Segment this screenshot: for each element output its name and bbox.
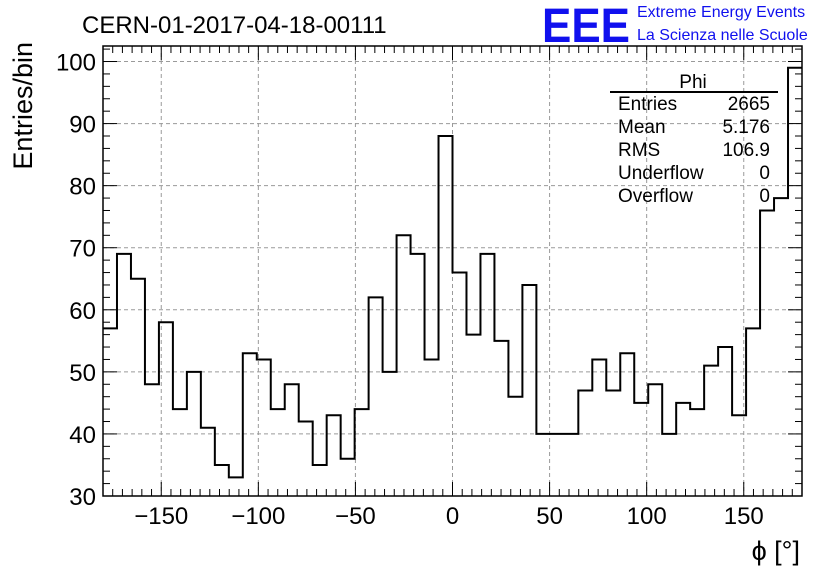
eee-logo: EEE Extreme Energy Events La Scienza nel…: [542, 0, 808, 53]
stats-row-label: Entries: [618, 94, 677, 115]
y-tick-label: 90: [69, 112, 96, 139]
x-axis-label: ϕ [°]: [752, 536, 800, 566]
stats-row-label: RMS: [618, 140, 660, 161]
histogram-step-line: [103, 66, 802, 479]
x-tick-labels: −150 −100 −50 0 50 100 150: [134, 503, 764, 530]
x-tick-label: 150: [724, 503, 764, 530]
stats-row-label: Overflow: [618, 186, 693, 207]
y-tick-label: 100: [56, 50, 96, 77]
x-tick-label: 0: [446, 503, 459, 530]
x-tick-label: 100: [627, 503, 667, 530]
stats-rows: Entries 2665 Mean 5.176 RMS 106.9 Underflow 0 Ov…: [618, 94, 770, 207]
stats-row-value: 106.9: [722, 140, 770, 161]
axis-ticks: [103, 46, 802, 496]
y-tick-labels: 30 40 50 60 70 80 90 100: [56, 50, 96, 511]
x-tick-label: 50: [536, 503, 563, 530]
stats-row-value: 0: [759, 163, 770, 184]
y-tick-label: 70: [69, 236, 96, 263]
eee-logo-text: EEE: [542, 0, 630, 53]
y-tick-label: 60: [69, 298, 96, 325]
x-tick-label: −150: [134, 503, 188, 530]
stats-box: Phi Entries 2665 Mean 5.176 RMS 106.9 Underflo…: [610, 72, 778, 207]
y-tick-label: 50: [69, 360, 96, 387]
y-tick-label: 80: [69, 174, 96, 201]
stats-row-value: 2665: [728, 94, 770, 115]
y-axis-label: Entries/bin: [8, 42, 38, 170]
stats-row-label: Mean: [618, 117, 666, 138]
y-tick-label: 30: [69, 484, 96, 511]
chart-title: CERN-01-2017-04-18-00111: [82, 12, 387, 39]
stats-row-label: Underflow: [618, 163, 704, 184]
x-tick-label: −100: [231, 503, 285, 530]
stats-row-value: 5.176: [722, 117, 770, 138]
y-tick-label: 40: [69, 422, 96, 449]
stats-row-value: 0: [759, 186, 770, 207]
stats-title: Phi: [679, 72, 706, 93]
eee-logo-line2: La Scienza nelle Scuole: [637, 27, 808, 44]
eee-logo-line1: Extreme Energy Events: [637, 4, 805, 21]
x-tick-label: −50: [335, 503, 376, 530]
